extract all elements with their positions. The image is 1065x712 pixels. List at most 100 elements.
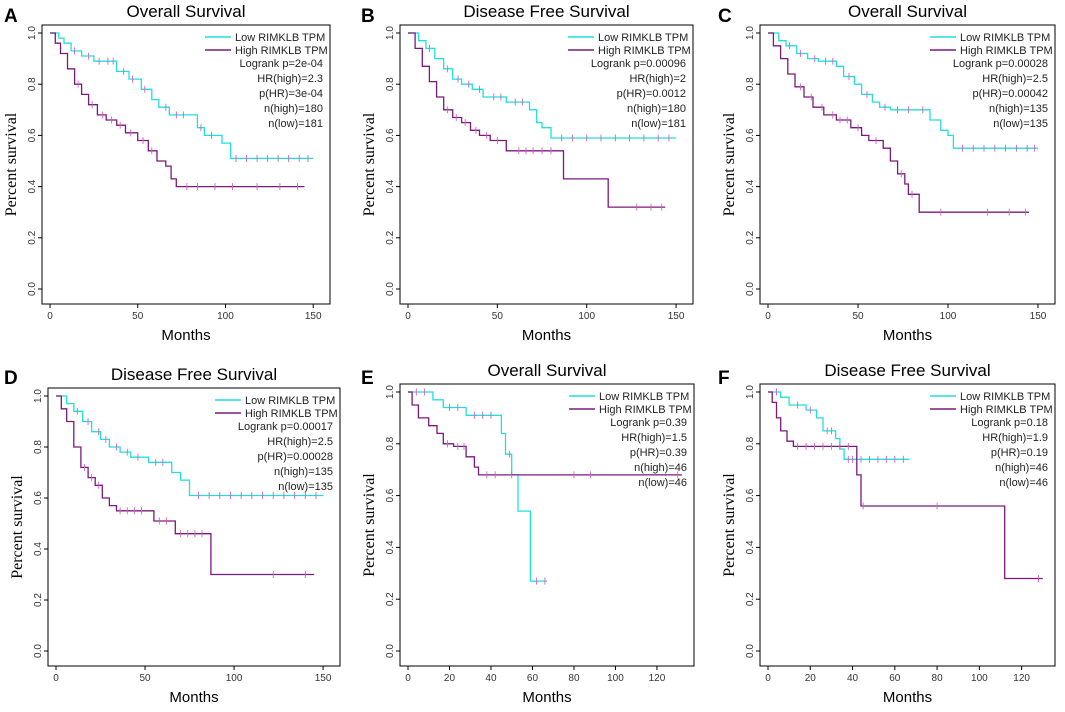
x-tick-label: 0 xyxy=(53,673,59,684)
x-tick-label: 40 xyxy=(847,673,859,684)
stat-text: HR(high)=2.3 xyxy=(257,73,323,85)
plot-frame xyxy=(759,24,1056,305)
panel-c: C Overall Survival 0.0 0.2 0.4 0.6 0.8 1.0 0 50 10… xyxy=(718,2,1056,344)
x-tick-label: 80 xyxy=(568,673,580,684)
x-tick-label: 0 xyxy=(765,673,771,684)
x-tick-label: 100 xyxy=(607,673,624,684)
x-tick-label: 60 xyxy=(889,673,901,684)
stat-text: p(HR)=0.39 xyxy=(630,447,687,459)
panel-d: D Disease Free Survival 0.0 0.2 0.4 0.6 0.8 1.0… xyxy=(4,365,341,706)
stat-text: n(high)=180 xyxy=(627,103,686,115)
panel-label: B xyxy=(361,6,375,27)
y-tick-label: 0.6 xyxy=(745,128,756,142)
survival-curve-high xyxy=(56,395,315,576)
y-tick-label: 0.8 xyxy=(745,77,756,91)
stat-text: n(high)=135 xyxy=(274,466,333,478)
y-tick-label: 0.6 xyxy=(385,128,396,142)
survival-curve-high xyxy=(408,391,682,476)
legend-label: Low RIMKLB TPM xyxy=(245,395,335,407)
y-tick-label: 1.0 xyxy=(745,385,756,399)
x-tick-label: 60 xyxy=(527,673,539,684)
y-tick-label: 0.4 xyxy=(745,540,756,554)
y-tick-label: 0.0 xyxy=(27,282,38,296)
x-tick-label: 150 xyxy=(668,311,685,322)
stat-text: Logrank p=0.00028 xyxy=(953,58,1048,70)
chart-title: Overall Survival xyxy=(487,361,606,380)
x-tick-label: 40 xyxy=(485,673,497,684)
chart-title: Disease Free Survival xyxy=(463,2,629,21)
y-tick-label: 0.4 xyxy=(745,179,756,193)
stat-text: Logrank p=0.39 xyxy=(610,417,687,429)
y-tick-label: 0.8 xyxy=(385,77,396,91)
survival-curve-low xyxy=(408,391,547,582)
y-tick-label: 0.0 xyxy=(33,644,44,658)
stat-text: n(high)=46 xyxy=(995,462,1048,474)
x-tick-label: 50 xyxy=(139,673,151,684)
chart-title: Overall Survival xyxy=(848,2,967,21)
x-tick-label: 0 xyxy=(405,673,411,684)
stat-text: p(HR)=0.0012 xyxy=(617,88,686,100)
y-tick-label: 0.0 xyxy=(745,644,756,658)
y-axis-label: Percent survival xyxy=(721,473,738,577)
survival-curve-high xyxy=(768,391,1043,580)
plot-frame xyxy=(41,24,331,305)
y-tick-label: 1.0 xyxy=(745,26,756,40)
x-tick-label: 100 xyxy=(226,673,243,684)
y-tick-label: 0.0 xyxy=(385,282,396,296)
y-tick-label: 0.8 xyxy=(33,440,44,454)
y-tick-label: 0.2 xyxy=(27,230,38,244)
x-axis-label: Months xyxy=(883,327,932,344)
x-tick-label: 120 xyxy=(1013,673,1030,684)
x-tick-label: 0 xyxy=(765,311,771,322)
stat-text: n(high)=180 xyxy=(264,103,323,115)
panel-label: A xyxy=(4,6,18,27)
x-tick-label: 150 xyxy=(315,673,332,684)
y-axis-label: Percent survival xyxy=(3,112,20,216)
legend-label: High RIMKLB TPM xyxy=(245,408,338,420)
legend-label: High RIMKLB TPM xyxy=(598,45,691,57)
plot-frame xyxy=(399,383,695,667)
x-tick-label: 50 xyxy=(492,311,504,322)
survival-curve-low xyxy=(50,32,314,160)
y-tick-label: 0.8 xyxy=(385,436,396,450)
stat-text: n(low)=46 xyxy=(638,477,687,489)
x-axis-label: Months xyxy=(883,689,932,706)
survival-curve-low xyxy=(768,32,1038,149)
y-tick-label: 0.0 xyxy=(385,644,396,658)
x-tick-label: 100 xyxy=(971,673,988,684)
y-tick-label: 0.8 xyxy=(745,436,756,450)
x-tick-label: 20 xyxy=(444,673,456,684)
y-tick-label: 0.2 xyxy=(33,593,44,607)
legend-label: Low RIMKLB TPM xyxy=(960,32,1050,44)
stat-text: Logrank p=0.00096 xyxy=(591,58,686,70)
survival-curve-low xyxy=(408,32,677,139)
legend-label: Low RIMKLB TPM xyxy=(235,32,325,44)
stat-text: n(low)=181 xyxy=(268,118,323,130)
stat-text: p(HR)=3e-04 xyxy=(259,88,323,100)
panel-label: F xyxy=(718,368,730,389)
y-tick-label: 1.0 xyxy=(27,26,38,40)
y-tick-label: 0.8 xyxy=(27,77,38,91)
stat-text: p(HR)=0.00028 xyxy=(257,451,333,463)
y-axis-label: Percent survival xyxy=(361,112,378,216)
legend-label: High RIMKLB TPM xyxy=(599,404,692,416)
stat-text: n(low)=135 xyxy=(278,481,333,493)
legend-label: High RIMKLB TPM xyxy=(235,45,328,57)
y-tick-label: 0.4 xyxy=(385,540,396,554)
y-tick-label: 0.6 xyxy=(27,128,38,142)
x-tick-label: 50 xyxy=(852,311,864,322)
stat-text: p(HR)=0.19 xyxy=(991,447,1048,459)
plot-frame xyxy=(399,24,694,305)
y-tick-label: 0.6 xyxy=(745,488,756,502)
stat-text: HR(high)=2.5 xyxy=(267,436,333,448)
x-axis-label: Months xyxy=(161,327,210,344)
y-tick-label: 0.2 xyxy=(385,230,396,244)
panel-f: F Disease Free Survival 0.0 0.2 0.4 0.6 0.8 1.0… xyxy=(718,361,1056,706)
plot-frame xyxy=(759,383,1056,667)
y-tick-label: 0.2 xyxy=(745,230,756,244)
survival-curve-low xyxy=(768,391,910,460)
stat-text: HR(high)=2.5 xyxy=(982,73,1048,85)
y-tick-label: 0.4 xyxy=(385,179,396,193)
x-axis-label: Months xyxy=(522,327,571,344)
